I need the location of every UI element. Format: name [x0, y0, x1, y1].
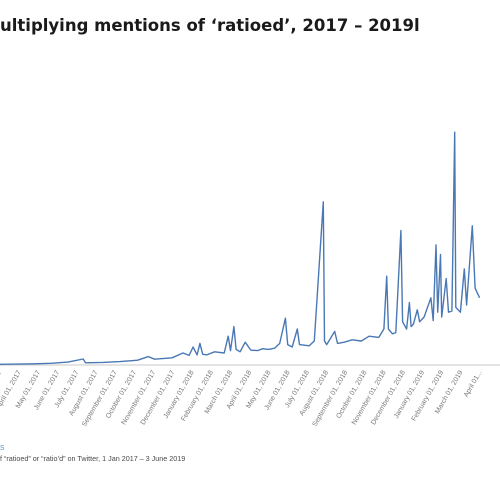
x-tick-label: December 01, 2017: [140, 369, 177, 426]
x-tick-label: November 01, 2018: [351, 369, 388, 426]
source-note: f “ratioed” or “ratio’d” on Twitter, 1 J…: [0, 454, 186, 463]
x-tick-label: December 01, 2018: [370, 369, 407, 426]
x-tick-label: ...17: [0, 369, 4, 384]
x-tick-label: September 01, 2017: [81, 369, 119, 428]
x-tick-label: November 01, 2017: [121, 369, 158, 426]
x-tick-label: September 01, 2018: [312, 369, 350, 428]
chart-title: ultiplying mentions of ‘ratioed’, 2017 –…: [0, 16, 420, 35]
series-line: [0, 131, 481, 365]
x-tick-label: April 01...: [463, 369, 484, 398]
source-marker: s: [0, 442, 5, 452]
